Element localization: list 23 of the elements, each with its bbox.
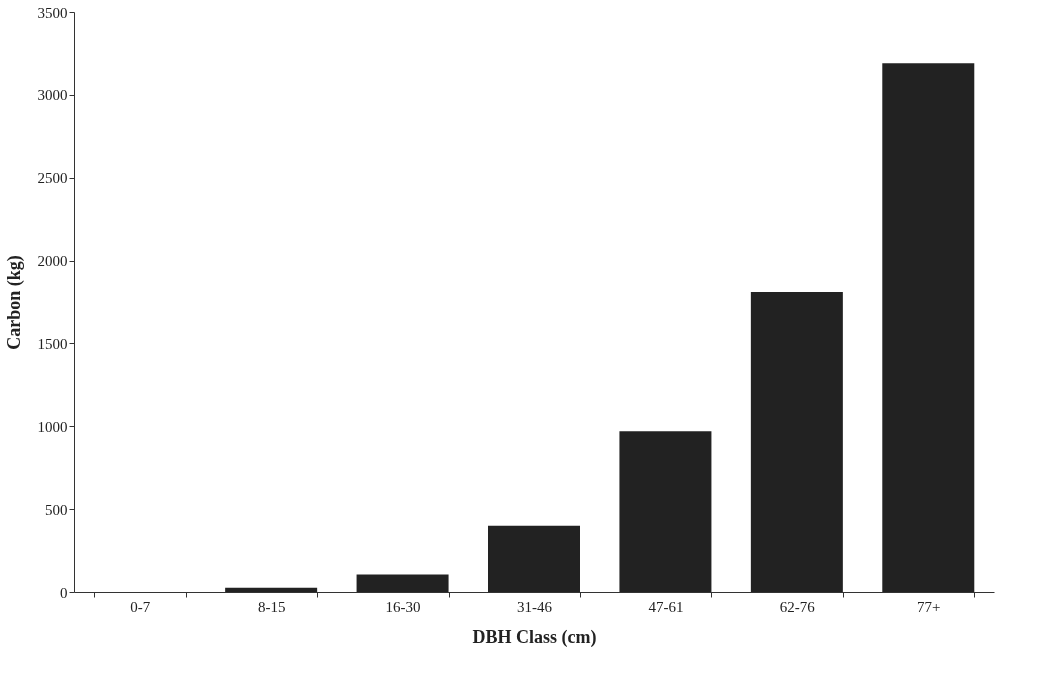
y-tick-label: 3000 [37,87,68,104]
bar [619,431,712,592]
x-tick-label: 47-61 [648,598,684,615]
bar [225,587,318,592]
y-tick-label: 2000 [37,253,68,270]
y-tick-label: 3500 [37,4,68,21]
y-tick-label: 1000 [37,418,68,435]
bar [882,63,975,592]
x-axis-title: DBH Class (cm) [472,626,597,648]
y-axis-title: Carbon (kg) [3,255,25,350]
x-tick-label: 16-30 [385,598,421,615]
bar [356,574,449,592]
x-tick-label: 0-7 [130,598,151,615]
y-tick-label: 2500 [37,170,68,187]
bar [488,525,580,592]
y-tick-label: 500 [45,501,68,518]
x-tick-label: 77+ [917,598,941,615]
y-tick-label: 1500 [37,335,68,352]
x-tick-label: 8-15 [257,598,286,615]
x-tick-label: 62-76 [779,598,816,615]
bar [750,292,843,592]
x-tick-label: 31-46 [517,598,553,615]
y-tick-label: 0 [60,584,68,601]
